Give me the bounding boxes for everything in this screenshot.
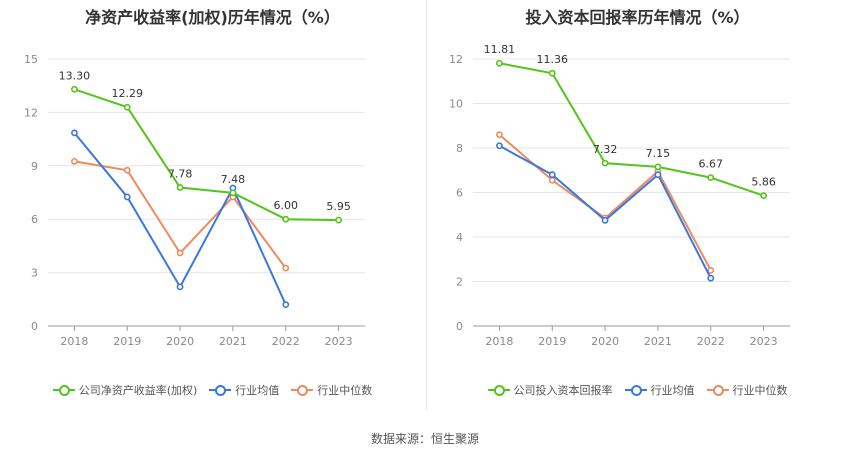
data-point [496, 131, 503, 139]
y-tick-label: 8 [456, 142, 463, 155]
x-tick-label: 2023 [325, 335, 353, 348]
data-point [548, 69, 556, 77]
legend-item[interactable]: 行业均值 [624, 382, 695, 398]
y-tick-label: 9 [31, 160, 38, 173]
data-point [654, 163, 662, 171]
data-point [601, 216, 609, 224]
y-tick-label: 0 [31, 320, 38, 333]
data-label: 6.67 [699, 158, 724, 171]
legend-label: 行业均值 [235, 384, 280, 397]
data-point [71, 85, 78, 93]
roe-line-chart: 0 3 6 9 12 15 2018 2019 2020 2021 2022 2023 13.30 12.… [24, 53, 365, 348]
data-point [123, 166, 131, 174]
data-label: 7.32 [593, 143, 618, 156]
y-tick-label: 2 [456, 276, 463, 289]
legend-label: 公司投入资本回报率 [513, 384, 613, 397]
data-label: 5.86 [751, 176, 776, 189]
data-label: 12.29 [112, 87, 144, 100]
legend-label: 公司净资产收益率(加权) [78, 384, 198, 397]
y-tick-label: 12 [24, 106, 38, 119]
chart-legend: 公司净资产收益率(加权) 行业均值 行业中位数 [0, 382, 425, 398]
data-point [123, 103, 131, 111]
legend-label: 行业中位数 [732, 384, 788, 397]
panel-divider [426, 0, 427, 410]
data-point [760, 192, 767, 200]
data-point [707, 274, 715, 282]
x-tick-label: 2020 [166, 335, 194, 348]
data-label: 13.30 [59, 69, 91, 82]
data-label: 11.81 [484, 43, 516, 56]
data-point [71, 157, 78, 165]
data-point [71, 129, 78, 137]
legend-item[interactable]: 公司投入资本回报率 [487, 382, 613, 398]
data-point [707, 266, 715, 274]
data-label: 7.48 [221, 173, 246, 186]
data-point [176, 249, 184, 257]
roic-chart-panel: 投入资本回报率历年情况（%） 0 2 4 6 8 10 12 2018 2019 2020 2021… [425, 0, 850, 410]
data-point [548, 176, 556, 184]
data-label: 5.95 [326, 200, 351, 213]
data-point [496, 59, 503, 67]
legend-swatch [209, 384, 232, 396]
data-point [123, 193, 131, 201]
x-tick-label: 2022 [272, 335, 300, 348]
x-tick-label: 2022 [697, 335, 725, 348]
data-point [176, 283, 184, 291]
legend-swatch [487, 384, 510, 396]
data-point [176, 184, 184, 191]
roic-line-chart: 0 2 4 6 8 10 12 2018 2019 2020 2021 2022 2023 11.81 11… [449, 43, 790, 348]
y-tick-label: 10 [449, 98, 463, 111]
y-tick-label: 12 [449, 53, 463, 66]
legend-swatch [52, 384, 75, 396]
legend-label: 行业均值 [650, 384, 695, 397]
y-tick-label: 6 [456, 187, 463, 200]
data-point [601, 159, 609, 167]
x-tick-label: 2019 [538, 335, 566, 348]
x-tick-label: 2021 [644, 335, 672, 348]
x-tick-label: 2019 [113, 335, 141, 348]
data-point [335, 216, 342, 224]
data-label: 7.78 [168, 168, 193, 181]
data-point [654, 171, 662, 179]
data-source-note: 数据来源：恒生聚源 [370, 432, 479, 446]
legend-swatch [291, 384, 314, 396]
data-point [707, 174, 715, 181]
y-tick-label: 4 [456, 231, 463, 244]
data-point [282, 264, 290, 272]
data-label: 11.36 [537, 53, 569, 66]
chart-title: 投入资本回报率历年情况（%） [525, 8, 750, 27]
legend-swatch [624, 384, 647, 396]
x-tick-label: 2018 [485, 335, 513, 348]
x-tick-label: 2018 [60, 335, 88, 348]
y-tick-label: 6 [31, 213, 38, 226]
data-label: 6.00 [274, 199, 299, 212]
x-tick-label: 2020 [591, 335, 619, 348]
legend-swatch [706, 384, 729, 396]
roe-chart-panel: 净资产收益率(加权)历年情况（%） 0 3 6 9 12 15 2018 2019 2020 20… [0, 0, 425, 410]
data-point [548, 171, 556, 179]
legend-item[interactable]: 行业中位数 [706, 382, 788, 398]
data-label: 7.15 [646, 147, 671, 160]
legend-label: 行业中位数 [317, 384, 373, 397]
x-tick-label: 2021 [219, 335, 247, 348]
y-tick-label: 3 [31, 267, 38, 280]
data-point [229, 189, 237, 197]
data-point [282, 215, 290, 223]
series-line [74, 88, 339, 222]
series-line [499, 62, 764, 197]
data-point [282, 301, 290, 309]
chart-title: 净资产收益率(加权)历年情况（%） [85, 8, 340, 27]
legend-item[interactable]: 公司净资产收益率(加权) [52, 382, 198, 398]
x-tick-label: 2023 [750, 335, 778, 348]
legend-item[interactable]: 行业中位数 [291, 382, 372, 398]
legend-item[interactable]: 行业均值 [209, 382, 279, 398]
data-point [496, 142, 503, 150]
y-tick-label: 15 [24, 53, 38, 66]
chart-legend: 公司投入资本回报率 行业均值 行业中位数 [425, 382, 850, 398]
y-tick-label: 0 [456, 320, 463, 333]
